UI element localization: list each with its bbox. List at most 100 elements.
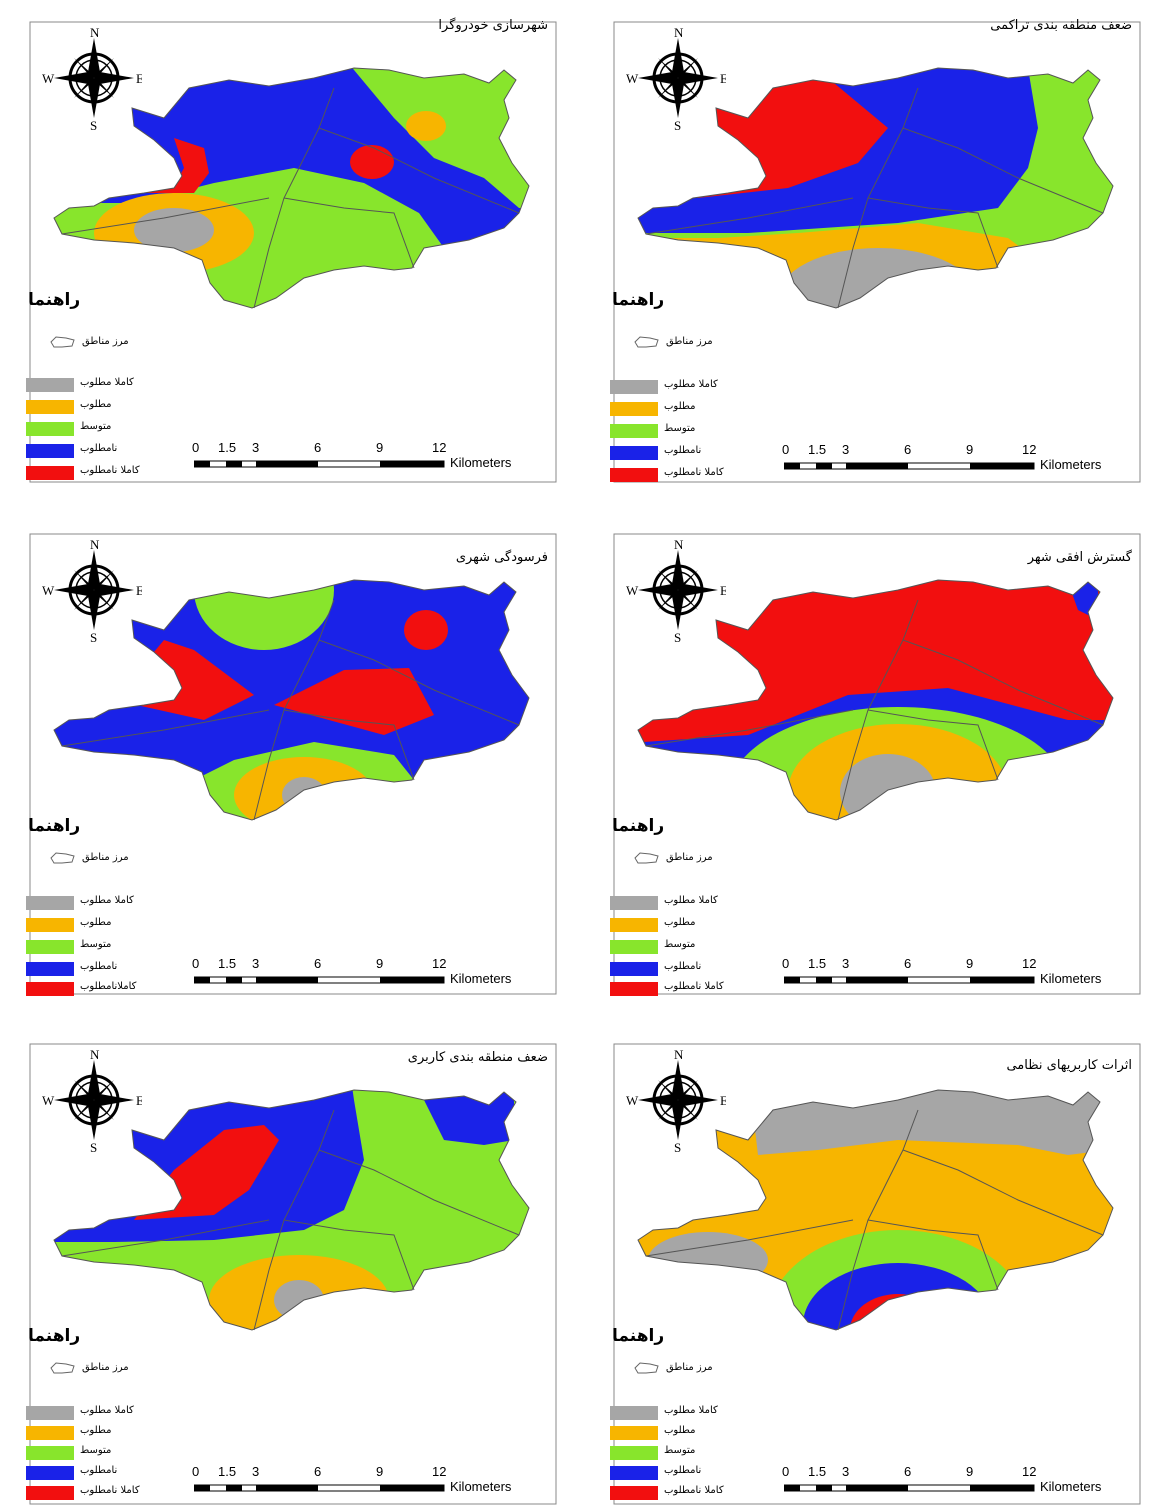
legend-swatch — [610, 918, 658, 932]
legend-title: راهنما — [612, 290, 664, 310]
legend-swatch — [26, 1466, 74, 1480]
compass-rose-icon: N S E W — [626, 538, 726, 648]
scale-tick: 6 — [314, 956, 321, 971]
legend-swatch — [610, 424, 658, 438]
legend-swatch — [610, 1486, 658, 1500]
boundary-label: مرز مناطق — [82, 1362, 129, 1373]
map-panel-4: N S E W گسترش افقی شهر راهنما مرز مناطق … — [598, 520, 1150, 998]
legend-item: کاملا مطلوب — [610, 1404, 800, 1422]
map-panel-6: N S E W اثرات کاربریهای نظامی راهنما مرز… — [598, 1030, 1150, 1508]
boundary-label: مرز مناطق — [82, 336, 129, 347]
scale-tick: 0 — [192, 956, 199, 971]
legend-swatch — [26, 422, 74, 436]
scale-unit: Kilometers — [450, 971, 511, 986]
legend-item: نامطلوب — [26, 442, 216, 460]
legend-item: متوسط — [610, 938, 800, 956]
legend-item: کاملا نامطلوب — [610, 980, 800, 998]
scale-tick: 1.5 — [808, 1464, 826, 1479]
legend-swatch — [610, 1446, 658, 1460]
svg-text:S: S — [674, 118, 681, 133]
map-title: ضعف منطقه بندی کاربری — [408, 1050, 548, 1065]
scale-tick: 3 — [252, 956, 259, 971]
legend-swatch — [610, 380, 658, 394]
boundary-icon — [48, 1360, 78, 1376]
legend-item: نامطلوب — [26, 960, 216, 978]
svg-text:W: W — [42, 71, 55, 86]
map-title: اثرات کاربریهای نظامی — [1006, 1058, 1132, 1073]
scale-tick: 3 — [842, 442, 849, 457]
legend-swatch — [610, 446, 658, 460]
legend-item: کاملانامطلوب — [26, 980, 216, 998]
svg-text:N: N — [90, 26, 100, 40]
legend-item: متوسط — [610, 422, 800, 440]
legend-title: راهنما — [28, 1326, 80, 1346]
scale-tick: 6 — [904, 1464, 911, 1479]
legend-swatch — [610, 1426, 658, 1440]
scale-tick: 12 — [432, 440, 446, 455]
svg-text:N: N — [674, 26, 684, 40]
map-panel-2: N S E W ضعف منطقه بندی تراکمی راهنما مرز… — [598, 8, 1150, 486]
legend-swatch — [26, 940, 74, 954]
scale-tick: 12 — [432, 956, 446, 971]
legend-item: متوسط — [26, 420, 216, 438]
scale-tick: 12 — [1022, 442, 1036, 457]
legend-swatch — [26, 1486, 74, 1500]
legend-item: مطلوب — [610, 1424, 800, 1442]
legend-swatch — [610, 1406, 658, 1420]
zone-suitable — [406, 111, 446, 141]
svg-text:N: N — [674, 1048, 684, 1062]
svg-text:E: E — [136, 71, 142, 86]
legend-item: مطلوب — [610, 916, 800, 934]
legend-item: کاملا نامطلوب — [610, 466, 800, 484]
scale-tick: 3 — [842, 1464, 849, 1479]
scale-tick: 1.5 — [218, 1464, 236, 1479]
scale-tick: 12 — [1022, 956, 1036, 971]
boundary-label: مرز مناطق — [666, 336, 713, 347]
zone-very-unsuitable — [404, 610, 448, 650]
svg-text:N: N — [90, 538, 100, 552]
legend-swatch — [26, 1406, 74, 1420]
legend-swatch — [26, 962, 74, 976]
legend-item: کاملا مطلوب — [26, 1404, 216, 1422]
legend-item: نامطلوب — [26, 1464, 216, 1482]
legend-swatch — [610, 982, 658, 996]
legend-item: کاملا مطلوب — [26, 376, 216, 394]
scale-tick: 6 — [904, 956, 911, 971]
svg-text:S: S — [674, 1140, 681, 1155]
compass-rose-icon: N S E W — [626, 1048, 726, 1158]
legend-swatch — [610, 1466, 658, 1480]
scale-tick: 3 — [842, 956, 849, 971]
legend-item: کاملا مطلوب — [610, 894, 800, 912]
scale-tick: 0 — [192, 1464, 199, 1479]
map-title: ضعف منطقه بندی تراکمی — [990, 18, 1132, 33]
legend-swatch — [26, 1446, 74, 1460]
boundary-icon — [48, 334, 78, 350]
scale-bar — [784, 460, 1044, 474]
compass-rose-icon: N S E W — [42, 26, 142, 136]
scale-bar — [194, 1482, 454, 1496]
scale-tick: 0 — [782, 442, 789, 457]
scale-tick: 9 — [376, 956, 383, 971]
scale-tick: 12 — [432, 1464, 446, 1479]
svg-text:S: S — [90, 118, 97, 133]
legend-item: کاملا مطلوب — [610, 378, 800, 396]
legend-title: راهنما — [28, 290, 80, 310]
legend-swatch — [610, 468, 658, 482]
scale-tick: 9 — [966, 1464, 973, 1479]
scale-tick: 0 — [782, 1464, 789, 1479]
boundary-icon — [632, 334, 662, 350]
legend-swatch — [610, 896, 658, 910]
scale-tick: 1.5 — [808, 956, 826, 971]
legend-swatch — [26, 1426, 74, 1440]
legend-item: نامطلوب — [610, 1464, 800, 1482]
legend-item: کاملا نامطلوب — [26, 1484, 216, 1502]
scale-tick: 9 — [376, 440, 383, 455]
legend-item: کاملا مطلوب — [26, 894, 216, 912]
svg-text:N: N — [674, 538, 684, 552]
svg-text:E: E — [136, 1093, 142, 1108]
legend-item: متوسط — [26, 1444, 216, 1462]
svg-text:S: S — [90, 1140, 97, 1155]
scale-bar — [194, 458, 454, 472]
svg-text:N: N — [90, 1048, 100, 1062]
map-panel-3: N S E W فرسودگی شهری راهنما مرز مناطق کا… — [14, 520, 566, 998]
